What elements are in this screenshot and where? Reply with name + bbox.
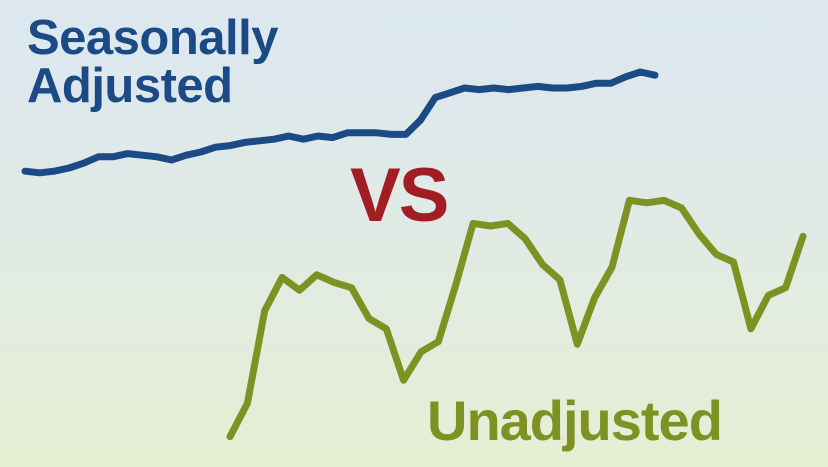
vs-label: VS bbox=[350, 153, 449, 238]
seasonally-adjusted-line bbox=[21, 68, 659, 177]
unadjusted-line bbox=[226, 196, 807, 441]
unadjusted-label: Unadjusted bbox=[427, 389, 723, 452]
seasonally-adjusted-label: Seasonally Adjusted bbox=[27, 11, 279, 113]
seasonally-adjusted-label-line1: Seasonally bbox=[27, 11, 279, 65]
seasonally-adjusted-label-line2: Adjusted bbox=[27, 59, 233, 113]
